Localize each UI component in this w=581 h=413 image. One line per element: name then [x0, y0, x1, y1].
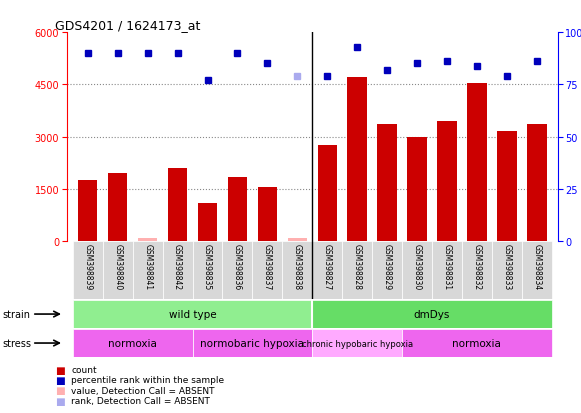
Text: strain: strain: [3, 309, 31, 319]
Text: GDS4201 / 1624173_at: GDS4201 / 1624173_at: [55, 19, 200, 31]
Bar: [257, 188, 277, 242]
Text: GSM398832: GSM398832: [472, 243, 482, 290]
Bar: [318, 146, 337, 242]
Bar: [78, 181, 98, 242]
Bar: [168, 169, 187, 242]
Text: GSM398833: GSM398833: [503, 243, 511, 290]
Bar: [342, 242, 372, 299]
Text: percentile rank within the sample: percentile rank within the sample: [71, 375, 225, 385]
Text: GSM398836: GSM398836: [233, 243, 242, 290]
Bar: [288, 239, 307, 242]
Bar: [192, 242, 223, 299]
Bar: [132, 242, 163, 299]
Text: dmDys: dmDys: [414, 309, 450, 319]
Text: normoxia: normoxia: [453, 338, 501, 348]
Bar: [372, 242, 402, 299]
Bar: [437, 122, 457, 242]
Text: GSM398828: GSM398828: [353, 243, 362, 289]
Bar: [138, 239, 157, 242]
Text: normoxia: normoxia: [108, 338, 157, 348]
Bar: [313, 300, 552, 328]
Text: GSM398831: GSM398831: [443, 243, 451, 290]
Bar: [402, 329, 552, 357]
Bar: [223, 242, 252, 299]
Text: ■: ■: [55, 385, 65, 395]
Bar: [527, 125, 547, 242]
Text: GSM398837: GSM398837: [263, 243, 272, 290]
Text: GSM398834: GSM398834: [532, 243, 541, 290]
Bar: [163, 242, 192, 299]
Bar: [407, 138, 427, 242]
Text: GSM398841: GSM398841: [143, 243, 152, 290]
Bar: [73, 242, 103, 299]
Text: value, Detection Call = ABSENT: value, Detection Call = ABSENT: [71, 386, 215, 395]
Text: GSM398829: GSM398829: [383, 243, 392, 290]
Bar: [198, 203, 217, 242]
Bar: [192, 329, 313, 357]
Text: normobaric hypoxia: normobaric hypoxia: [200, 338, 304, 348]
Text: stress: stress: [3, 338, 32, 348]
Text: chronic hypobaric hypoxia: chronic hypobaric hypoxia: [302, 339, 413, 348]
Bar: [73, 300, 313, 328]
Text: GSM398840: GSM398840: [113, 243, 122, 290]
Text: GSM398827: GSM398827: [323, 243, 332, 290]
Bar: [313, 242, 342, 299]
Bar: [432, 242, 462, 299]
Bar: [103, 242, 132, 299]
Bar: [108, 174, 127, 242]
Text: GSM398842: GSM398842: [173, 243, 182, 290]
Text: ■: ■: [55, 396, 65, 406]
Bar: [378, 125, 397, 242]
Text: rank, Detection Call = ABSENT: rank, Detection Call = ABSENT: [71, 396, 210, 405]
Text: ■: ■: [55, 375, 65, 385]
Bar: [467, 83, 487, 242]
Text: GSM398830: GSM398830: [413, 243, 422, 290]
Text: GSM398835: GSM398835: [203, 243, 212, 290]
Bar: [522, 242, 552, 299]
Bar: [282, 242, 313, 299]
Bar: [73, 329, 192, 357]
Bar: [492, 242, 522, 299]
Text: wild type: wild type: [168, 309, 216, 319]
Bar: [462, 242, 492, 299]
Bar: [252, 242, 282, 299]
Text: count: count: [71, 365, 97, 374]
Text: GSM398838: GSM398838: [293, 243, 302, 290]
Text: ■: ■: [55, 365, 65, 375]
Text: GSM398839: GSM398839: [83, 243, 92, 290]
Bar: [313, 329, 402, 357]
Bar: [402, 242, 432, 299]
Bar: [347, 78, 367, 242]
Bar: [228, 177, 247, 242]
Bar: [497, 132, 517, 242]
